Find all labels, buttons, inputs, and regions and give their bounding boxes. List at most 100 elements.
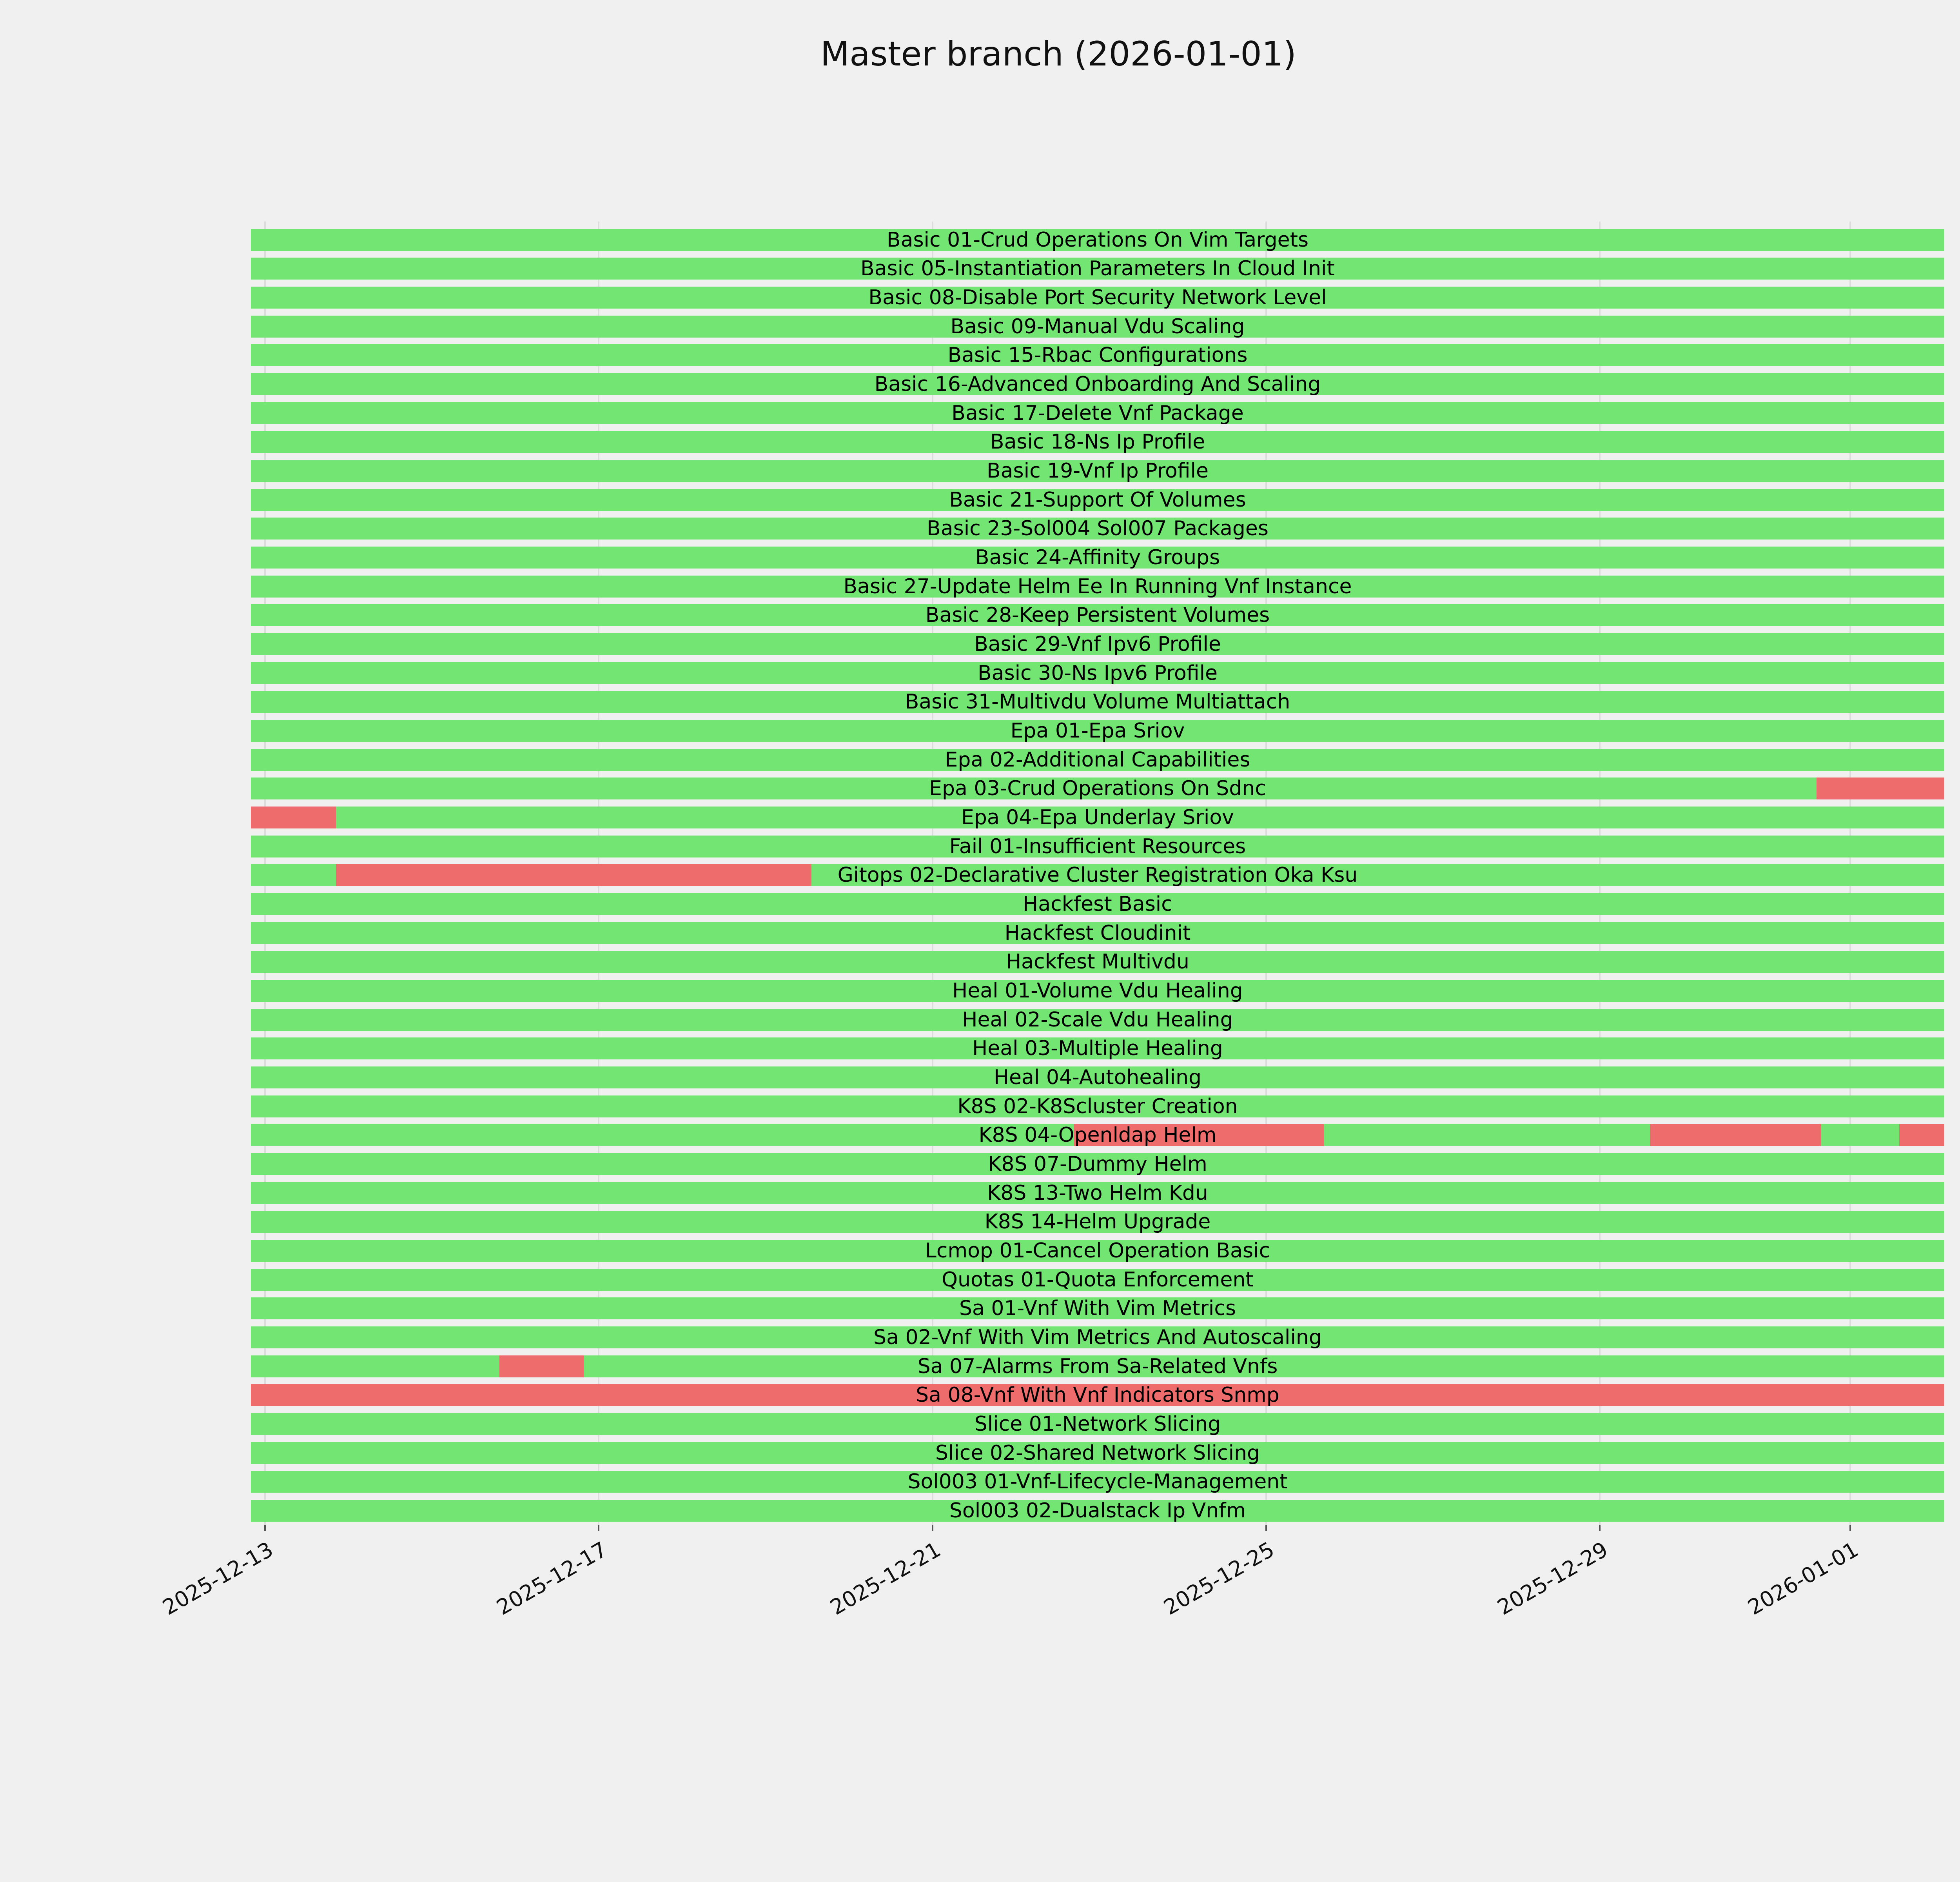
x-tick-mark (264, 1525, 266, 1531)
row-bar (251, 922, 1944, 944)
fail-segment (336, 864, 812, 887)
test-row: Basic 16-Advanced Onboarding And Scaling (251, 370, 1944, 399)
row-bar (251, 1442, 1944, 1464)
chart-title: Master branch (2026-01-01) (820, 35, 1297, 74)
row-bar (251, 720, 1944, 742)
row-bar (251, 229, 1944, 251)
x-tick-mark (1265, 1525, 1267, 1531)
row-bar (251, 344, 1944, 367)
row-bar (251, 1297, 1944, 1320)
test-row: Fail 01-Insufficient Resources (251, 832, 1944, 861)
test-row: K8S 13-Two Helm Kdu (251, 1179, 1944, 1208)
test-row: Sa 08-Vnf With Vnf Indicators Snmp (251, 1381, 1944, 1410)
row-bar (251, 1066, 1944, 1089)
test-row: K8S 04-Openldap Helm (251, 1121, 1944, 1150)
test-row: K8S 14-Helm Upgrade (251, 1208, 1944, 1237)
x-tick-label: 2025-12-21 (826, 1537, 945, 1620)
fail-segment (1074, 1124, 1324, 1146)
row-bar (251, 402, 1944, 424)
x-tick-mark (1599, 1525, 1601, 1531)
row-bar (251, 1413, 1944, 1435)
test-row: Epa 04-Epa Underlay Sriov (251, 803, 1944, 832)
x-tick-mark (1849, 1525, 1851, 1531)
row-bar (251, 1355, 1944, 1377)
test-row: Heal 01-Volume Vdu Healing (251, 976, 1944, 1005)
row-bar (251, 807, 1944, 829)
test-row: Basic 19-Vnf Ip Profile (251, 456, 1944, 485)
x-tick-mark (931, 1525, 933, 1531)
row-bar (251, 633, 1944, 656)
test-row: Slice 01-Network Slicing (251, 1410, 1944, 1439)
test-row: Basic 24-Affinity Groups (251, 543, 1944, 572)
fail-segment (499, 1355, 584, 1377)
fail-segment (1817, 778, 1944, 800)
row-bar (251, 575, 1944, 598)
x-tick-label: 2025-12-13 (158, 1537, 278, 1620)
test-row: Basic 30-Ns Ipv6 Profile (251, 659, 1944, 688)
test-row: Basic 23-Sol004 Sol007 Packages (251, 514, 1944, 543)
x-tick-label: 2025-12-17 (492, 1537, 611, 1620)
test-row: Heal 04-Autohealing (251, 1063, 1944, 1092)
row-bar (251, 980, 1944, 1002)
row-bar (251, 778, 1944, 800)
row-bar (251, 258, 1944, 280)
row-bar (251, 518, 1944, 540)
row-bar (251, 1471, 1944, 1493)
row-bar (251, 1268, 1944, 1291)
row-bar (251, 1124, 1944, 1146)
test-row: Basic 18-Ns Ip Profile (251, 428, 1944, 457)
fail-segment (251, 1384, 1944, 1406)
test-row: K8S 02-K8Scluster Creation (251, 1092, 1944, 1121)
row-bar (251, 1153, 1944, 1175)
row-bar (251, 315, 1944, 338)
x-tick-label: 2026-01-01 (1743, 1537, 1863, 1620)
test-row: Heal 03-Multiple Healing (251, 1034, 1944, 1063)
row-bar (251, 489, 1944, 511)
test-row: Lcmop 01-Cancel Operation Basic (251, 1236, 1944, 1265)
test-row: Heal 02-Scale Vdu Healing (251, 1005, 1944, 1034)
row-bar (251, 951, 1944, 973)
x-tick-mark (598, 1525, 600, 1531)
test-row: Basic 01-Crud Operations On Vim Targets (251, 225, 1944, 254)
row-bar (251, 287, 1944, 309)
x-tick-label: 2025-12-25 (1160, 1537, 1279, 1620)
fail-segment (251, 807, 336, 829)
row-bar (251, 1500, 1944, 1522)
row-bar (251, 1240, 1944, 1262)
test-row: Hackfest Cloudinit (251, 919, 1944, 948)
test-row: Sol003 02-Dualstack Ip Vnfm (251, 1496, 1944, 1525)
row-bar (251, 373, 1944, 396)
test-row: Hackfest Basic (251, 890, 1944, 919)
row-bar (251, 1008, 1944, 1031)
row-bar (251, 1037, 1944, 1060)
row-bar (251, 460, 1944, 482)
plot-area: 2025-12-13 2025-12-17 2025-12-21 2025-12-25… (158, 222, 1944, 1620)
row-bar (251, 1384, 1944, 1406)
row-bar (251, 662, 1944, 684)
test-row: Basic 21-Support Of Volumes (251, 485, 1944, 514)
test-row: Epa 01-Epa Sriov (251, 716, 1944, 745)
row-bar (251, 547, 1944, 569)
x-tick-label: 2025-12-29 (1493, 1537, 1612, 1620)
test-row: Basic 29-Vnf Ipv6 Profile (251, 630, 1944, 659)
test-row: Basic 31-Multivdu Volume Multiattach (251, 688, 1944, 717)
test-row: Gitops 02-Declarative Cluster Registrati… (251, 861, 1944, 890)
test-row: Basic 05-Instantiation Parameters In Clo… (251, 254, 1944, 283)
test-row: Basic 27-Update Helm Ee In Running Vnf I… (251, 572, 1944, 601)
row-bar (251, 748, 1944, 771)
row-bar (251, 893, 1944, 916)
fail-segment (1650, 1124, 1821, 1146)
test-row: K8S 07-Dummy Helm (251, 1150, 1944, 1179)
row-bar (251, 691, 1944, 713)
test-row: Slice 02-Shared Network Slicing (251, 1439, 1944, 1468)
test-row: Basic 15-Rbac Configurations (251, 341, 1944, 370)
row-bar (251, 835, 1944, 857)
test-row: Sol003 01-Vnf-Lifecycle-Management (251, 1468, 1944, 1497)
row-bar (251, 431, 1944, 453)
row-bar (251, 1211, 1944, 1233)
test-row: Epa 03-Crud Operations On Sdnc (251, 774, 1944, 803)
row-bar (251, 864, 1944, 887)
test-row: Basic 17-Delete Vnf Package (251, 399, 1944, 428)
test-row: Hackfest Multivdu (251, 948, 1944, 977)
